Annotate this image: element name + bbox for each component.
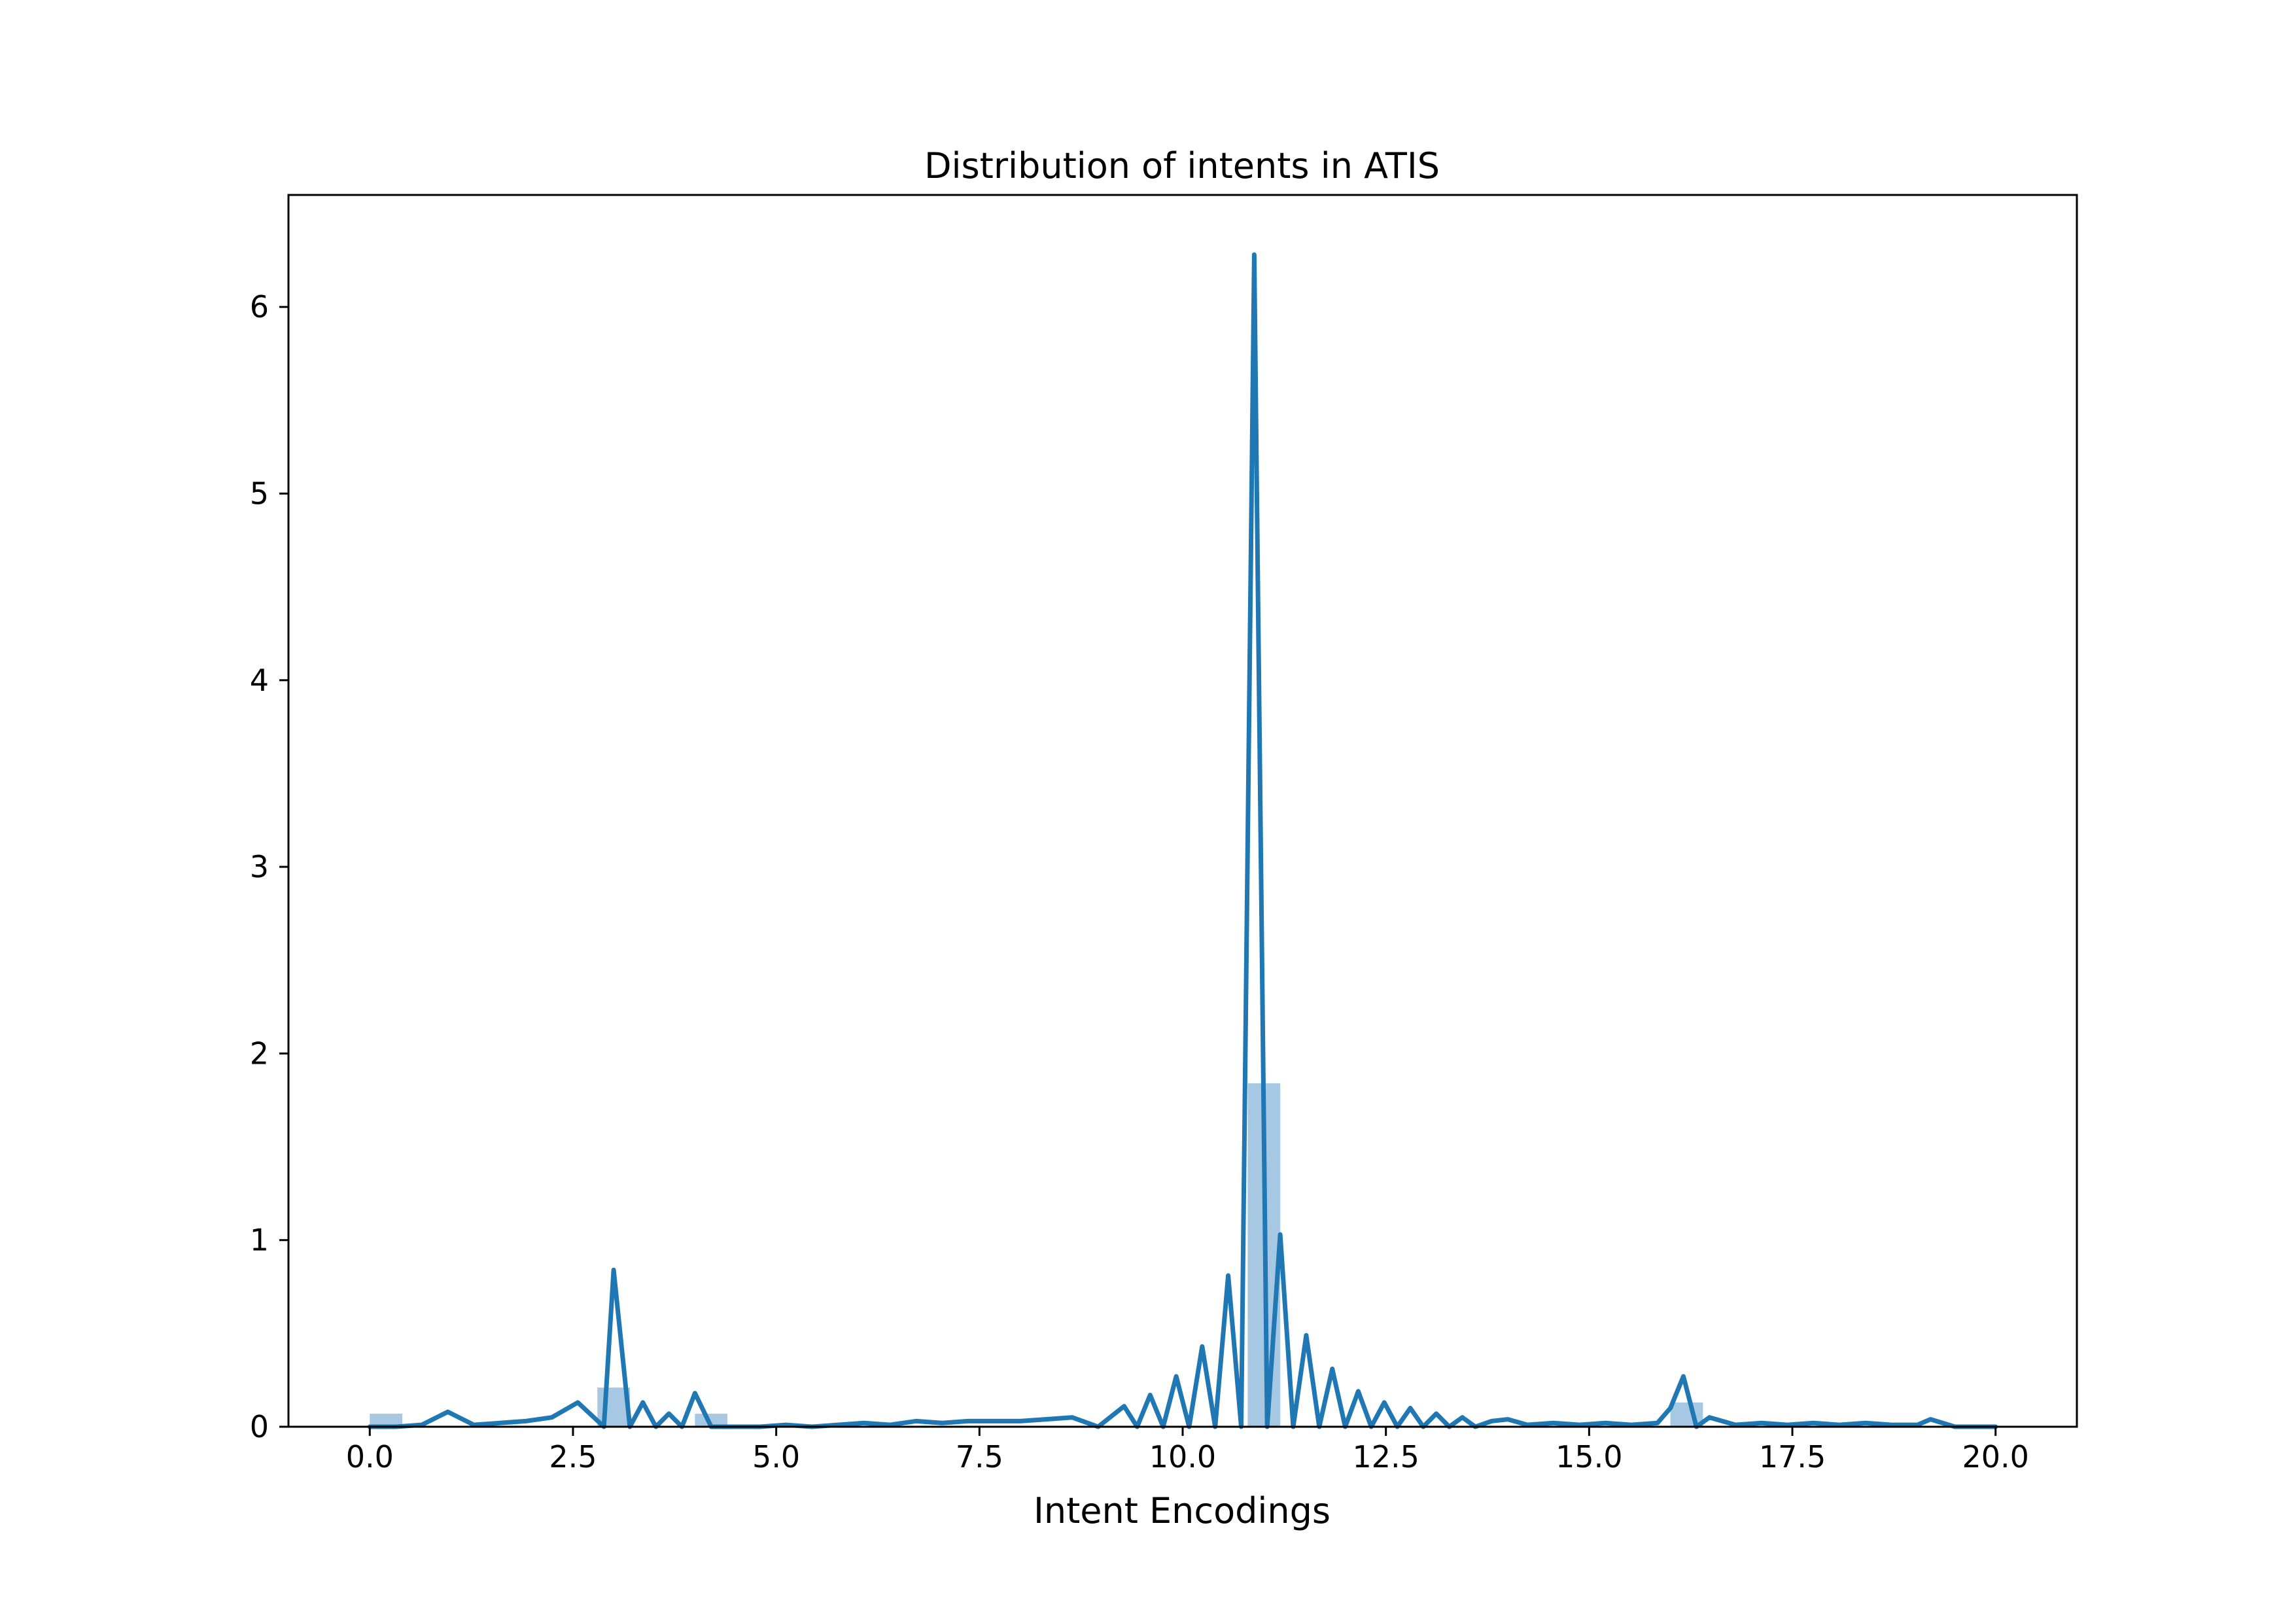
x-tick-label: 20.0	[1962, 1439, 2029, 1475]
y-tick-label: 2	[250, 1036, 269, 1071]
density-line-layer	[367, 252, 1998, 1429]
y-tick-label: 4	[250, 663, 269, 698]
y-tick-label: 6	[250, 289, 269, 324]
x-tick-label: 5.0	[752, 1439, 800, 1475]
y-tick-label: 3	[250, 849, 269, 884]
x-tick-label: 7.5	[956, 1439, 1003, 1475]
y-axis-ticks: 0 1 2 3 4 5 6	[250, 289, 288, 1444]
x-tick-label: 15.0	[1556, 1439, 1622, 1475]
histogram-bar-2	[695, 1414, 728, 1427]
series-line-0	[367, 252, 1998, 1429]
y-tick-label: 5	[250, 476, 269, 511]
y-tick-label: 0	[250, 1409, 269, 1444]
histogram-bar-0	[370, 1414, 402, 1427]
x-tick-label: 2.5	[549, 1439, 597, 1475]
x-axis-ticks: 0.0 2.5 5.0 7.5 10.0 12.5 15.0 17.5 20.0	[346, 1427, 2029, 1475]
x-axis-label: Intent Encodings	[1034, 1490, 1331, 1531]
x-tick-label: 0.0	[346, 1439, 394, 1475]
x-tick-label: 12.5	[1352, 1439, 1419, 1475]
y-tick-label: 1	[250, 1223, 269, 1258]
chart-title: Distribution of intents in ATIS	[924, 145, 1440, 186]
x-tick-label: 17.5	[1759, 1439, 1826, 1475]
x-tick-label: 10.0	[1149, 1439, 1216, 1475]
